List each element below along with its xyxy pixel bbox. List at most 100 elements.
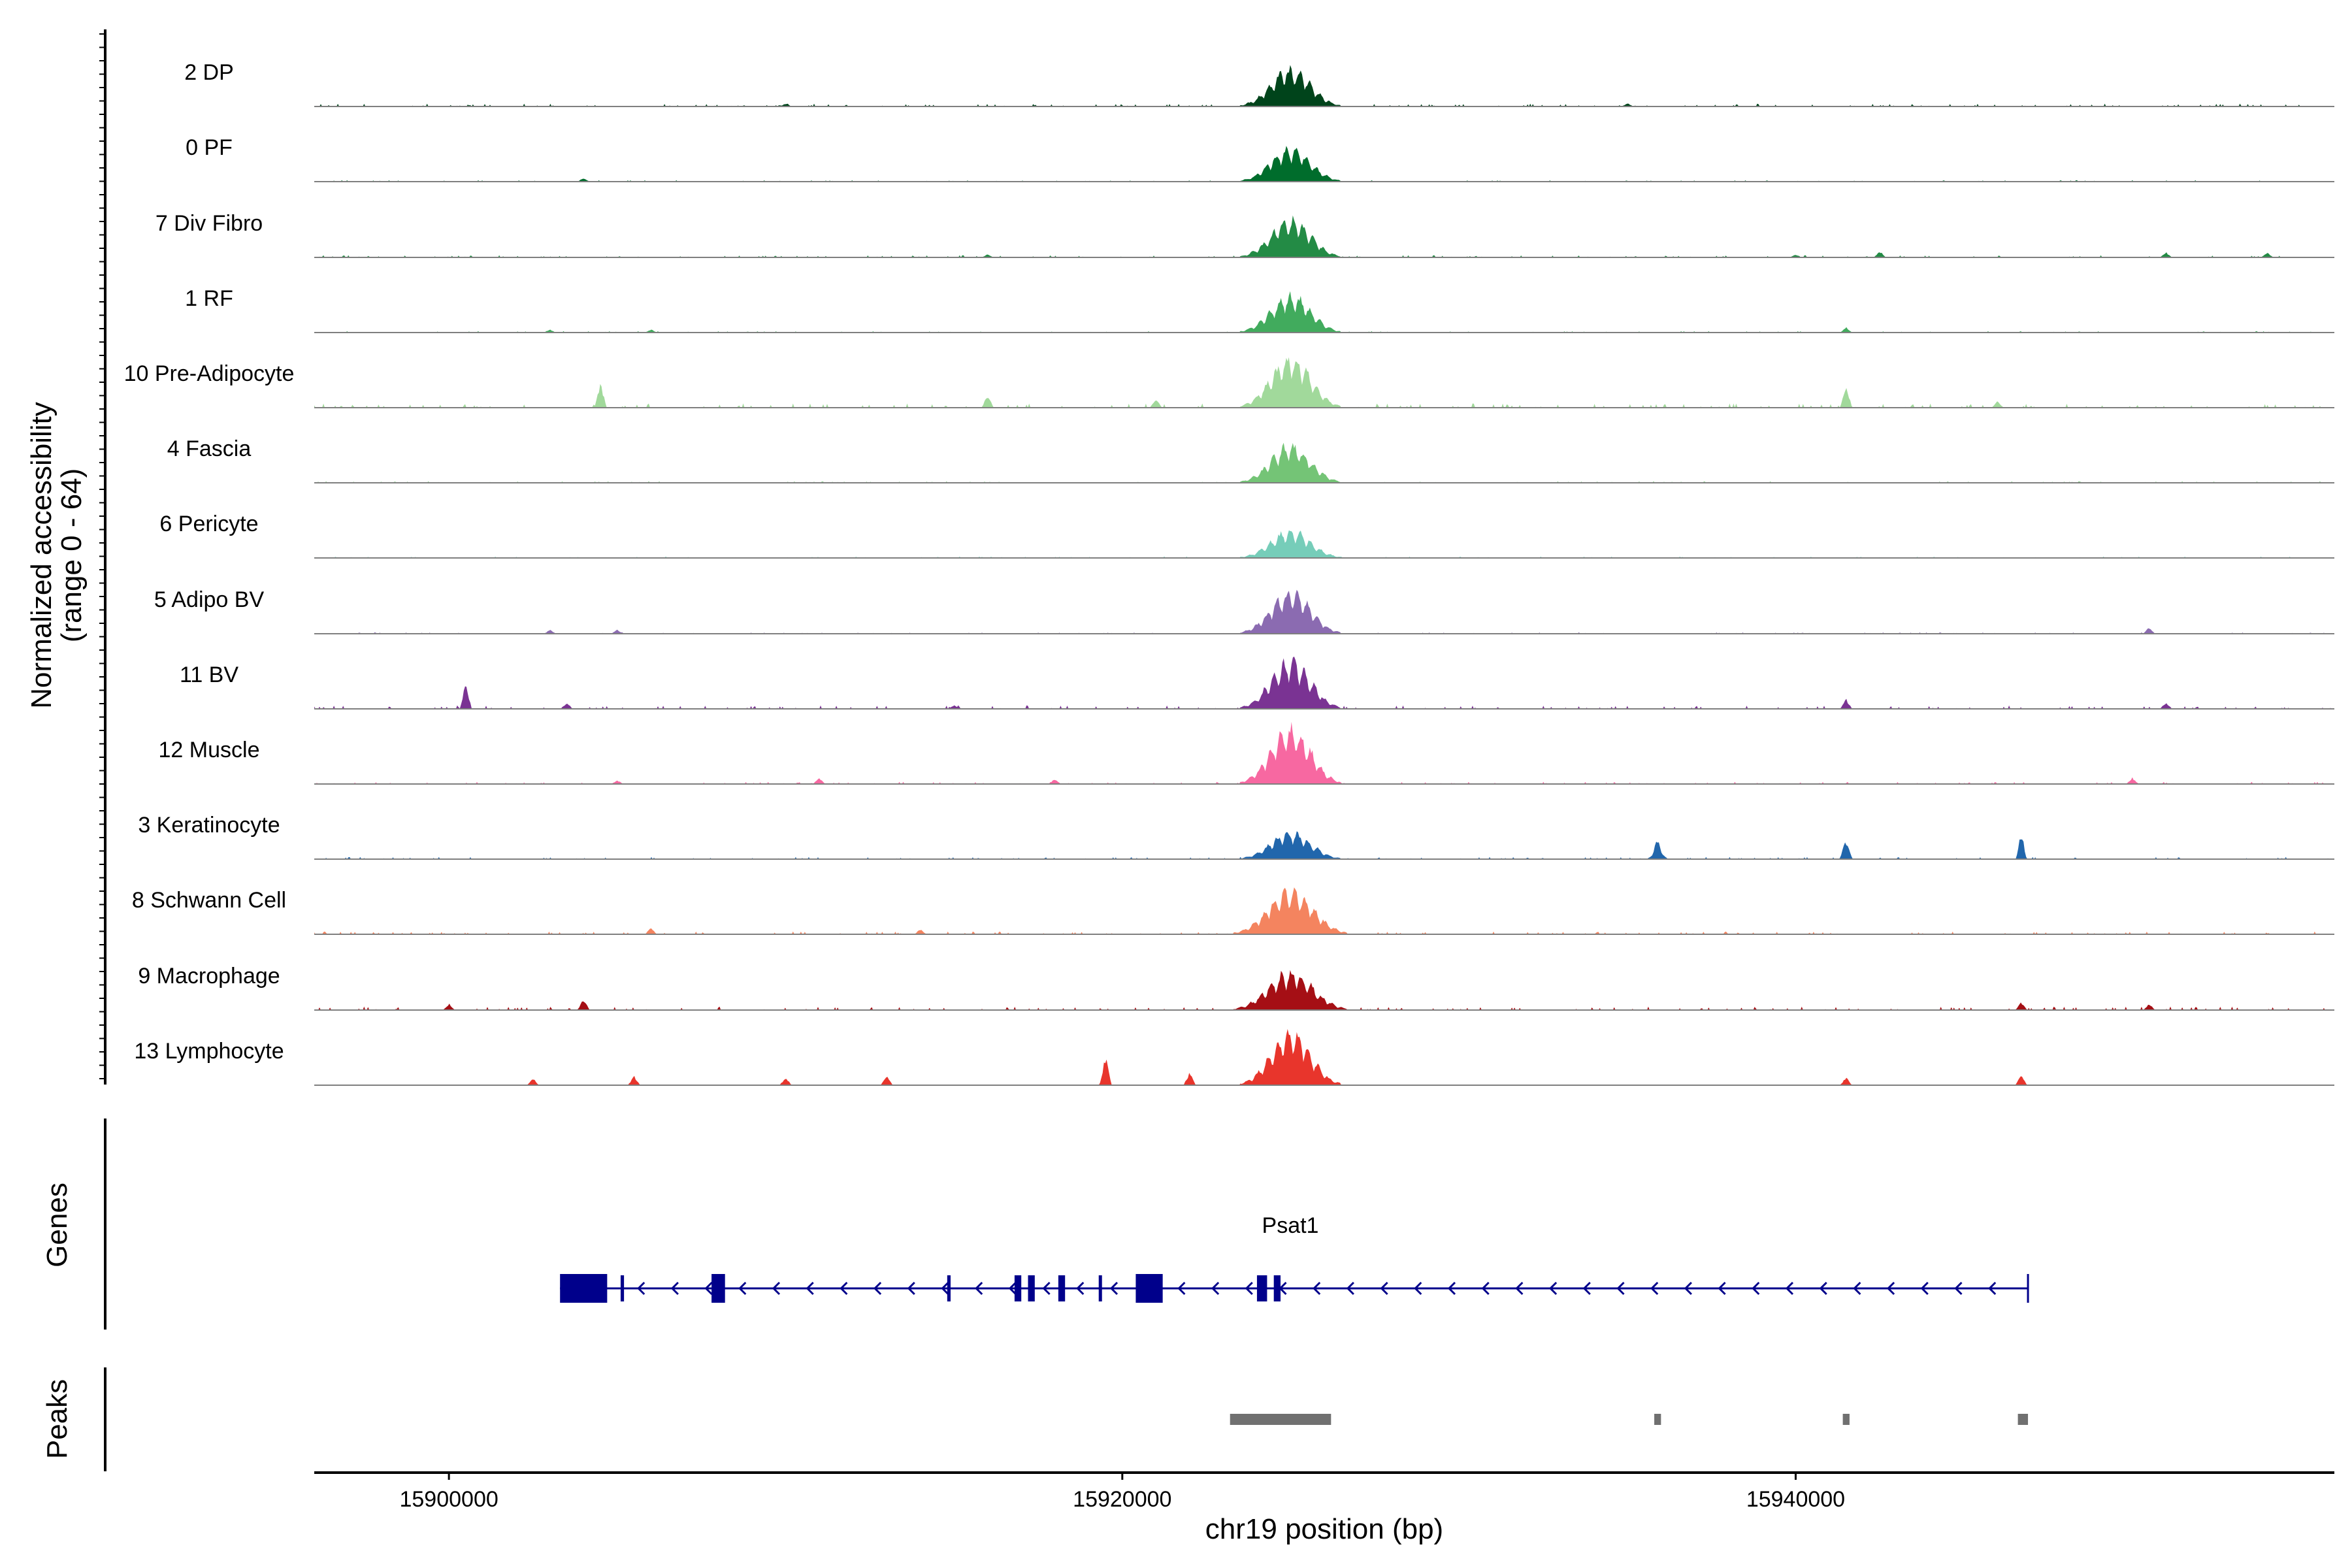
gene-exon <box>620 1275 625 1301</box>
peak-region <box>2017 1414 2029 1425</box>
track-12-muscle: 12 Muscle <box>159 721 2334 785</box>
strand-arrow <box>1988 1281 1997 1296</box>
strand-arrow <box>873 1281 882 1296</box>
track-label: 2 DP <box>184 60 234 85</box>
strand-arrow <box>1582 1281 1591 1296</box>
gene-exon <box>711 1274 725 1303</box>
strand-arrow <box>1819 1281 1827 1296</box>
coverage-area <box>314 1029 2334 1085</box>
strand-arrow <box>840 1281 848 1296</box>
track-3-keratinocyte: 3 Keratinocyte <box>138 813 2334 860</box>
strand-arrow <box>772 1281 781 1296</box>
track-label: 0 PF <box>186 135 233 160</box>
track-label: 7 Div Fibro <box>155 211 263 236</box>
x-tick-label: 15940000 <box>1746 1487 1845 1512</box>
track-label: 5 Adipo BV <box>154 587 265 612</box>
strand-arrow <box>704 1281 713 1296</box>
gene-name-label: Psat1 <box>1262 1213 1319 1238</box>
strand-arrow <box>1211 1281 1220 1296</box>
track-9-macrophage: 9 Macrophage <box>138 964 2334 1011</box>
peak-region <box>1842 1414 1850 1425</box>
strand-arrow <box>1515 1281 1524 1296</box>
strand-arrow <box>1650 1281 1659 1296</box>
coverage-area <box>314 589 2334 634</box>
coverage-area <box>314 970 2334 1010</box>
strand-arrow <box>1718 1281 1726 1296</box>
gene-exon <box>1273 1275 1281 1301</box>
track-0-pf: 0 PF <box>186 135 2334 182</box>
coverage-area <box>314 357 2334 408</box>
coverage-area <box>314 887 2334 934</box>
strand-arrow <box>907 1281 915 1296</box>
track-13-lymphocyte: 13 Lymphocyte <box>134 1029 2334 1086</box>
track-6-pericyte: 6 Pericyte <box>159 512 2334 559</box>
track-label: 13 Lymphocyte <box>134 1039 284 1064</box>
strand-arrow <box>1954 1281 1963 1296</box>
gene-model <box>560 1274 2029 1303</box>
track-1-rf: 1 RF <box>185 286 2334 333</box>
y-axis-label-line2: (range 0 - 64) <box>56 468 88 643</box>
gene-exon <box>1028 1275 1035 1301</box>
y-ticks <box>99 33 105 1079</box>
track-label: 4 Fascia <box>167 436 252 461</box>
track-11-bv: 11 BV <box>180 656 2334 710</box>
strand-arrow <box>1042 1281 1051 1296</box>
strand-arrow <box>1616 1281 1625 1296</box>
strand-arrow <box>1752 1281 1760 1296</box>
strand-arrow <box>806 1281 814 1296</box>
track-label: 10 Pre-Adipocyte <box>124 361 295 386</box>
strand-arrow <box>1313 1281 1321 1296</box>
track-7-div-fibro: 7 Div Fibro <box>155 211 2334 258</box>
gene-exon <box>1256 1275 1267 1301</box>
track-4-fascia: 4 Fascia <box>167 436 2334 483</box>
strand-arrow <box>670 1281 679 1296</box>
x-axis-label: chr19 position (bp) <box>1205 1513 1443 1545</box>
track-5-adipo-bv: 5 Adipo BV <box>154 587 2334 634</box>
strand-arrow <box>1886 1281 1895 1296</box>
coverage-area <box>314 530 2334 558</box>
strand-arrow <box>1447 1281 1456 1296</box>
gene-exon <box>1098 1275 1102 1301</box>
peaks-panel-label: Peaks <box>41 1379 73 1459</box>
strand-arrow <box>1076 1281 1085 1296</box>
strand-arrow <box>738 1281 747 1296</box>
strand-arrow <box>941 1281 949 1296</box>
y-axis-label-line1: Normalized accessibility <box>25 402 57 708</box>
coverage-area <box>314 65 2334 106</box>
coverage-area <box>314 146 2334 182</box>
coverage-area <box>314 215 2334 257</box>
track-label: 12 Muscle <box>159 738 260 762</box>
strand-arrow <box>1109 1281 1119 1296</box>
strand-arrow <box>1684 1281 1692 1296</box>
x-tick-label: 15920000 <box>1073 1487 1171 1512</box>
genes-panel-label: Genes <box>41 1183 73 1267</box>
strand-arrow <box>1380 1281 1388 1296</box>
track-label: 3 Keratinocyte <box>138 813 280 838</box>
strand-arrow <box>1414 1281 1422 1296</box>
coverage-area <box>314 656 2334 709</box>
track-layer: 2 DP 0 PF 7 Div Fibro 1 RF 10 Pre-Adipocyte 4… <box>124 60 2334 1086</box>
strand-arrow <box>975 1281 983 1296</box>
track-label: 9 Macrophage <box>138 964 280 988</box>
peak-region <box>1654 1414 1661 1425</box>
gene-exon <box>560 1274 608 1303</box>
strand-arrow <box>1008 1281 1017 1296</box>
peak-regions <box>1230 1414 2029 1425</box>
coverage-area <box>314 831 2334 859</box>
strand-arrow <box>637 1281 645 1296</box>
track-8-schwann-cell: 8 Schwann Cell <box>132 887 2334 935</box>
coverage-area <box>314 291 2334 333</box>
coverage-area <box>314 721 2334 784</box>
strand-arrow <box>1785 1281 1794 1296</box>
track-label: 1 RF <box>185 286 233 311</box>
peak-region <box>1230 1414 1331 1425</box>
strand-arrow <box>1177 1281 1186 1296</box>
gene-exon <box>947 1275 951 1301</box>
gene-exon <box>1014 1275 1022 1301</box>
track-label: 6 Pericyte <box>159 512 258 536</box>
x-ticks: 15900000 15920000 15940000 <box>399 1473 1845 1512</box>
strand-arrow <box>1346 1281 1354 1296</box>
gene-exon <box>1135 1274 1163 1303</box>
strand-arrow <box>1245 1281 1253 1296</box>
